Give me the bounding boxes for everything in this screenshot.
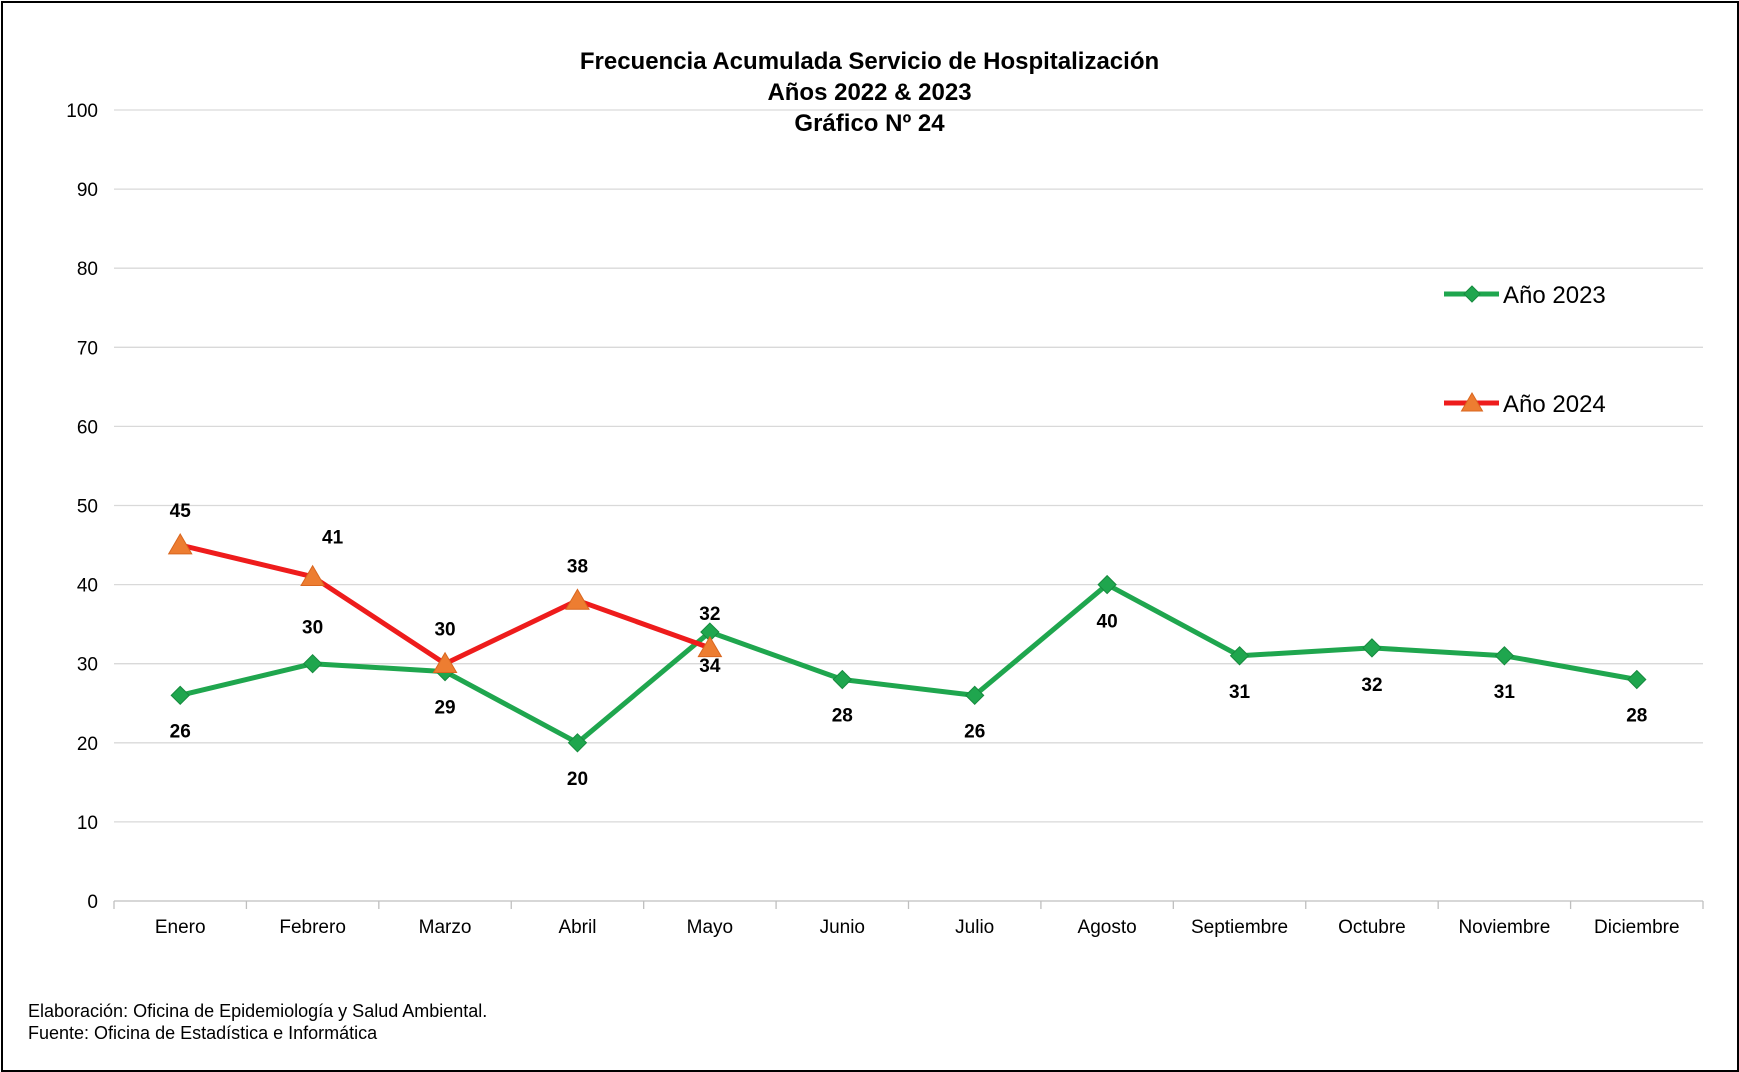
x-tick-label-agosto: Agosto [1078, 917, 1137, 938]
gridlines [114, 109, 1703, 902]
data-label-2024-marzo: 30 [434, 620, 455, 641]
point-2023-enero [170, 685, 190, 706]
data-label-2023-diciembre: 28 [1626, 706, 1647, 727]
x-tick-label-octubre: Octubre [1338, 917, 1406, 938]
chart-footer: Elaboración: Oficina de Epidemiología y … [28, 1000, 487, 1044]
y-tick-label-20: 20 [77, 734, 98, 755]
y-tick-label-50: 50 [77, 497, 98, 518]
point-2023-agosto [1097, 574, 1117, 595]
data-label-2024-abril: 38 [567, 556, 588, 577]
x-tick-label-noviembre: Noviembre [1458, 917, 1550, 938]
y-tick-label-90: 90 [77, 180, 98, 201]
chart-subtitle: Años 2022 & 2023 [767, 79, 972, 106]
x-tick-label-junio: Junio [820, 917, 865, 938]
x-tick-label-septiembre: Septiembre [1191, 917, 1288, 938]
legend-marker-a-o-2024 [1460, 392, 1484, 412]
point-2023-junio [832, 669, 852, 690]
footer-source: Fuente: Oficina de Estadística e Informá… [28, 1023, 378, 1043]
y-tick-label-60: 60 [77, 417, 98, 438]
data-label-2023-septiembre: 31 [1229, 682, 1251, 703]
series-lines [167, 533, 1647, 753]
y-tick-label-40: 40 [77, 576, 98, 597]
data-label-2023-noviembre: 31 [1494, 682, 1516, 703]
y-tick-label-100: 100 [66, 101, 98, 122]
data-label-2023-julio: 26 [964, 721, 985, 742]
chart-caption: Gráfico Nº 24 [794, 110, 945, 137]
y-tick-label-10: 10 [77, 813, 98, 834]
y-tick-label-0: 0 [87, 892, 98, 913]
x-tick-label-enero: Enero [155, 917, 206, 938]
footer-credit: Elaboración: Oficina de Epidemiología y … [28, 1001, 488, 1021]
data-label-2024-mayo: 32 [699, 604, 720, 625]
point-2023-septiembre [1229, 646, 1250, 666]
chart-title-block: Frecuencia Acumulada Servicio de Hospita… [0, 46, 1739, 139]
point-2023-julio [965, 685, 985, 706]
series-line-ano-2023 [179, 582, 1638, 746]
y-tick-label-80: 80 [77, 259, 98, 280]
point-2023-diciembre [1627, 669, 1647, 690]
legend-label-a-o-2023: Año 2023 [1503, 282, 1606, 309]
point-2024-enero [167, 533, 193, 555]
x-tick-label-marzo: Marzo [419, 917, 472, 938]
legend: Año 2023 Año 2024 [1444, 282, 1606, 418]
series-line-ano-2024 [179, 542, 711, 667]
data-label-2023-mayo: 34 [699, 656, 721, 677]
legend-marker-a-o-2023 [1463, 285, 1481, 303]
data-label-2023-febrero: 30 [302, 618, 323, 639]
x-tick-label-mayo: Mayo [687, 917, 733, 938]
axes: 0 10 20 30 40 50 60 70 80 90 100 Enero Febrero Marzo A… [66, 101, 1704, 938]
chart-title: Frecuencia Acumulada Servicio de Hospita… [579, 48, 1160, 75]
data-label-2023-enero: 26 [170, 721, 191, 742]
point-2023-octubre [1362, 638, 1382, 658]
point-2023-noviembre [1494, 646, 1515, 666]
point-2024-febrero [300, 564, 326, 586]
x-tick-label-julio: Julio [955, 917, 994, 938]
point-2023-abril [567, 733, 588, 753]
data-labels: 26 30 29 20 34 28 26 40 31 32 31 28 45 41 30 38 32 [170, 501, 1648, 790]
data-label-2024-febrero: 41 [322, 528, 344, 549]
point-2023-febrero [302, 653, 323, 674]
data-label-2023-junio: 28 [832, 706, 853, 727]
y-tick-label-30: 30 [77, 655, 98, 676]
y-tick-label-70: 70 [77, 338, 98, 359]
point-2024-marzo [432, 651, 458, 673]
data-label-2023-abril: 20 [567, 769, 588, 790]
x-tick-label-abril: Abril [558, 917, 596, 938]
legend-label-a-o-2024: Año 2024 [1503, 391, 1606, 418]
data-label-2023-marzo: 29 [434, 698, 455, 719]
x-tick-label-febrero: Febrero [279, 917, 346, 938]
point-2024-mayo [697, 635, 723, 658]
data-label-2024-enero: 45 [170, 501, 192, 522]
point-2024-abril [565, 588, 590, 610]
x-tick-label-diciembre: Diciembre [1594, 917, 1680, 938]
data-label-2023-octubre: 32 [1361, 675, 1382, 696]
data-label-2023-agosto: 40 [1097, 612, 1118, 633]
